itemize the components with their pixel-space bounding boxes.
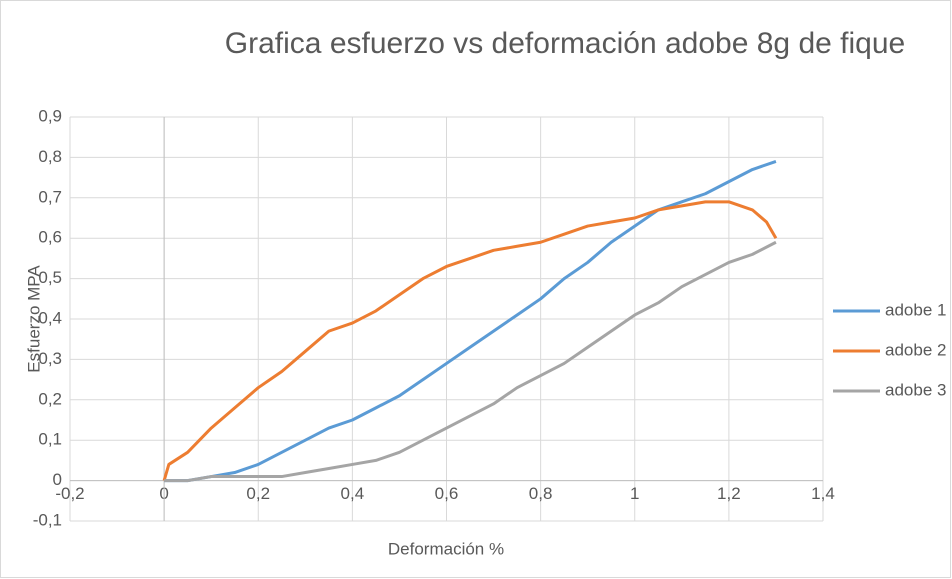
legend-label: adobe 1 [885,300,946,319]
y-tick-label: -0,1 [33,510,62,529]
chart-title: Grafica esfuerzo vs deformación adobe 8g… [224,27,906,60]
x-tick-label: 0,8 [529,484,553,503]
y-axis-label: Esfuerzo MPA [24,265,43,373]
x-tick-label: 0,6 [435,484,459,503]
x-tick-label: 1 [630,484,639,503]
y-tick-label: 0,7 [38,187,62,206]
series-line [162,200,778,482]
y-tick-label: 0,3 [38,349,62,368]
x-tick-label: -0,2 [55,484,84,503]
x-tick-label: 1,4 [811,484,835,503]
series-line [164,240,777,483]
y-tick-label: 0 [53,470,62,489]
y-tick-label: 0,6 [38,228,62,247]
x-tick-label: 1,2 [717,484,741,503]
y-tick-label: 0,8 [38,147,62,166]
x-tick-label: 0,2 [246,484,270,503]
y-tick-label: 0,5 [38,268,62,287]
legend-label: adobe 2 [885,340,946,359]
y-tick-label: 0,9 [38,106,62,125]
y-tick-label: 0,4 [38,308,62,327]
legend-label: adobe 3 [885,380,946,399]
y-tick-label: 0,2 [38,389,62,408]
x-axis-label: Deformación % [388,539,504,558]
y-tick-label: 0,1 [38,430,62,449]
series-line [164,160,777,483]
x-tick-label: 0,4 [341,484,365,503]
